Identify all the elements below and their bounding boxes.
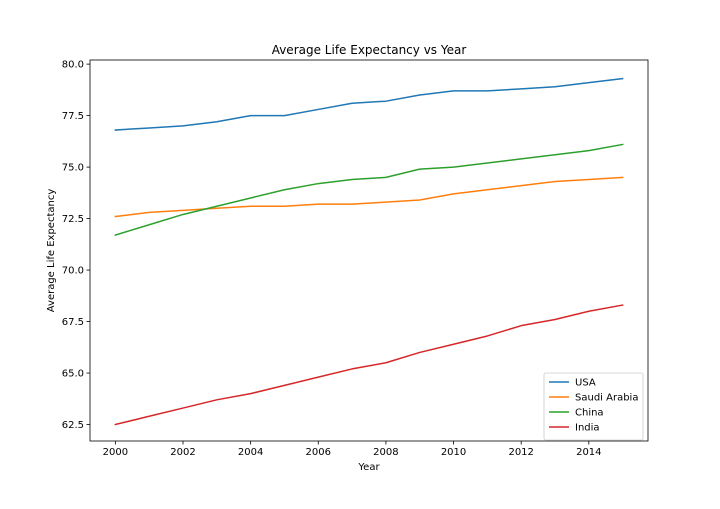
y-axis: 62.5 65.0 67.5 70.0 72.5 75.0 77.5 80.0 xyxy=(62,60,90,431)
x-tick-label: 2014 xyxy=(576,447,601,458)
series-line-0 xyxy=(114,77,624,131)
x-tick-label: 2006 xyxy=(306,447,331,458)
plot-frame xyxy=(89,59,649,442)
y-axis-label: Average Life Expectancy xyxy=(46,189,57,313)
legend-label: Saudi Arabia xyxy=(575,393,638,404)
y-tick-label: 62.5 xyxy=(62,420,84,431)
legend-label: China xyxy=(575,408,604,419)
y-tick-label: 65.0 xyxy=(62,369,84,380)
series-line-3 xyxy=(114,304,624,426)
legend: USA Saudi Arabia China India xyxy=(543,372,644,441)
x-tick-label: 2002 xyxy=(170,447,195,458)
chart-title: Average Life Expectancy vs Year xyxy=(272,43,467,57)
series-line-2 xyxy=(114,143,624,236)
series-line-1 xyxy=(114,176,624,218)
x-axis: 2000 2002 2004 2006 2008 2010 2012 2014 xyxy=(103,441,602,458)
legend-label: USA xyxy=(575,378,596,389)
y-tick-label: 80.0 xyxy=(62,60,84,71)
y-tick-label: 72.5 xyxy=(62,214,84,225)
x-tick-label: 2000 xyxy=(103,447,128,458)
y-tick-label: 75.0 xyxy=(62,163,84,174)
y-tick-label: 70.0 xyxy=(62,266,84,277)
x-tick-label: 2010 xyxy=(441,447,466,458)
x-tick-label: 2012 xyxy=(508,447,533,458)
y-tick-label: 67.5 xyxy=(62,317,84,328)
x-tick-label: 2004 xyxy=(238,447,263,458)
plot-lines xyxy=(114,77,624,426)
legend-label: India xyxy=(575,423,600,434)
x-axis-label: Year xyxy=(357,462,380,473)
y-tick-label: 77.5 xyxy=(62,111,84,122)
legend-box xyxy=(543,372,644,441)
x-tick-label: 2008 xyxy=(373,447,398,458)
